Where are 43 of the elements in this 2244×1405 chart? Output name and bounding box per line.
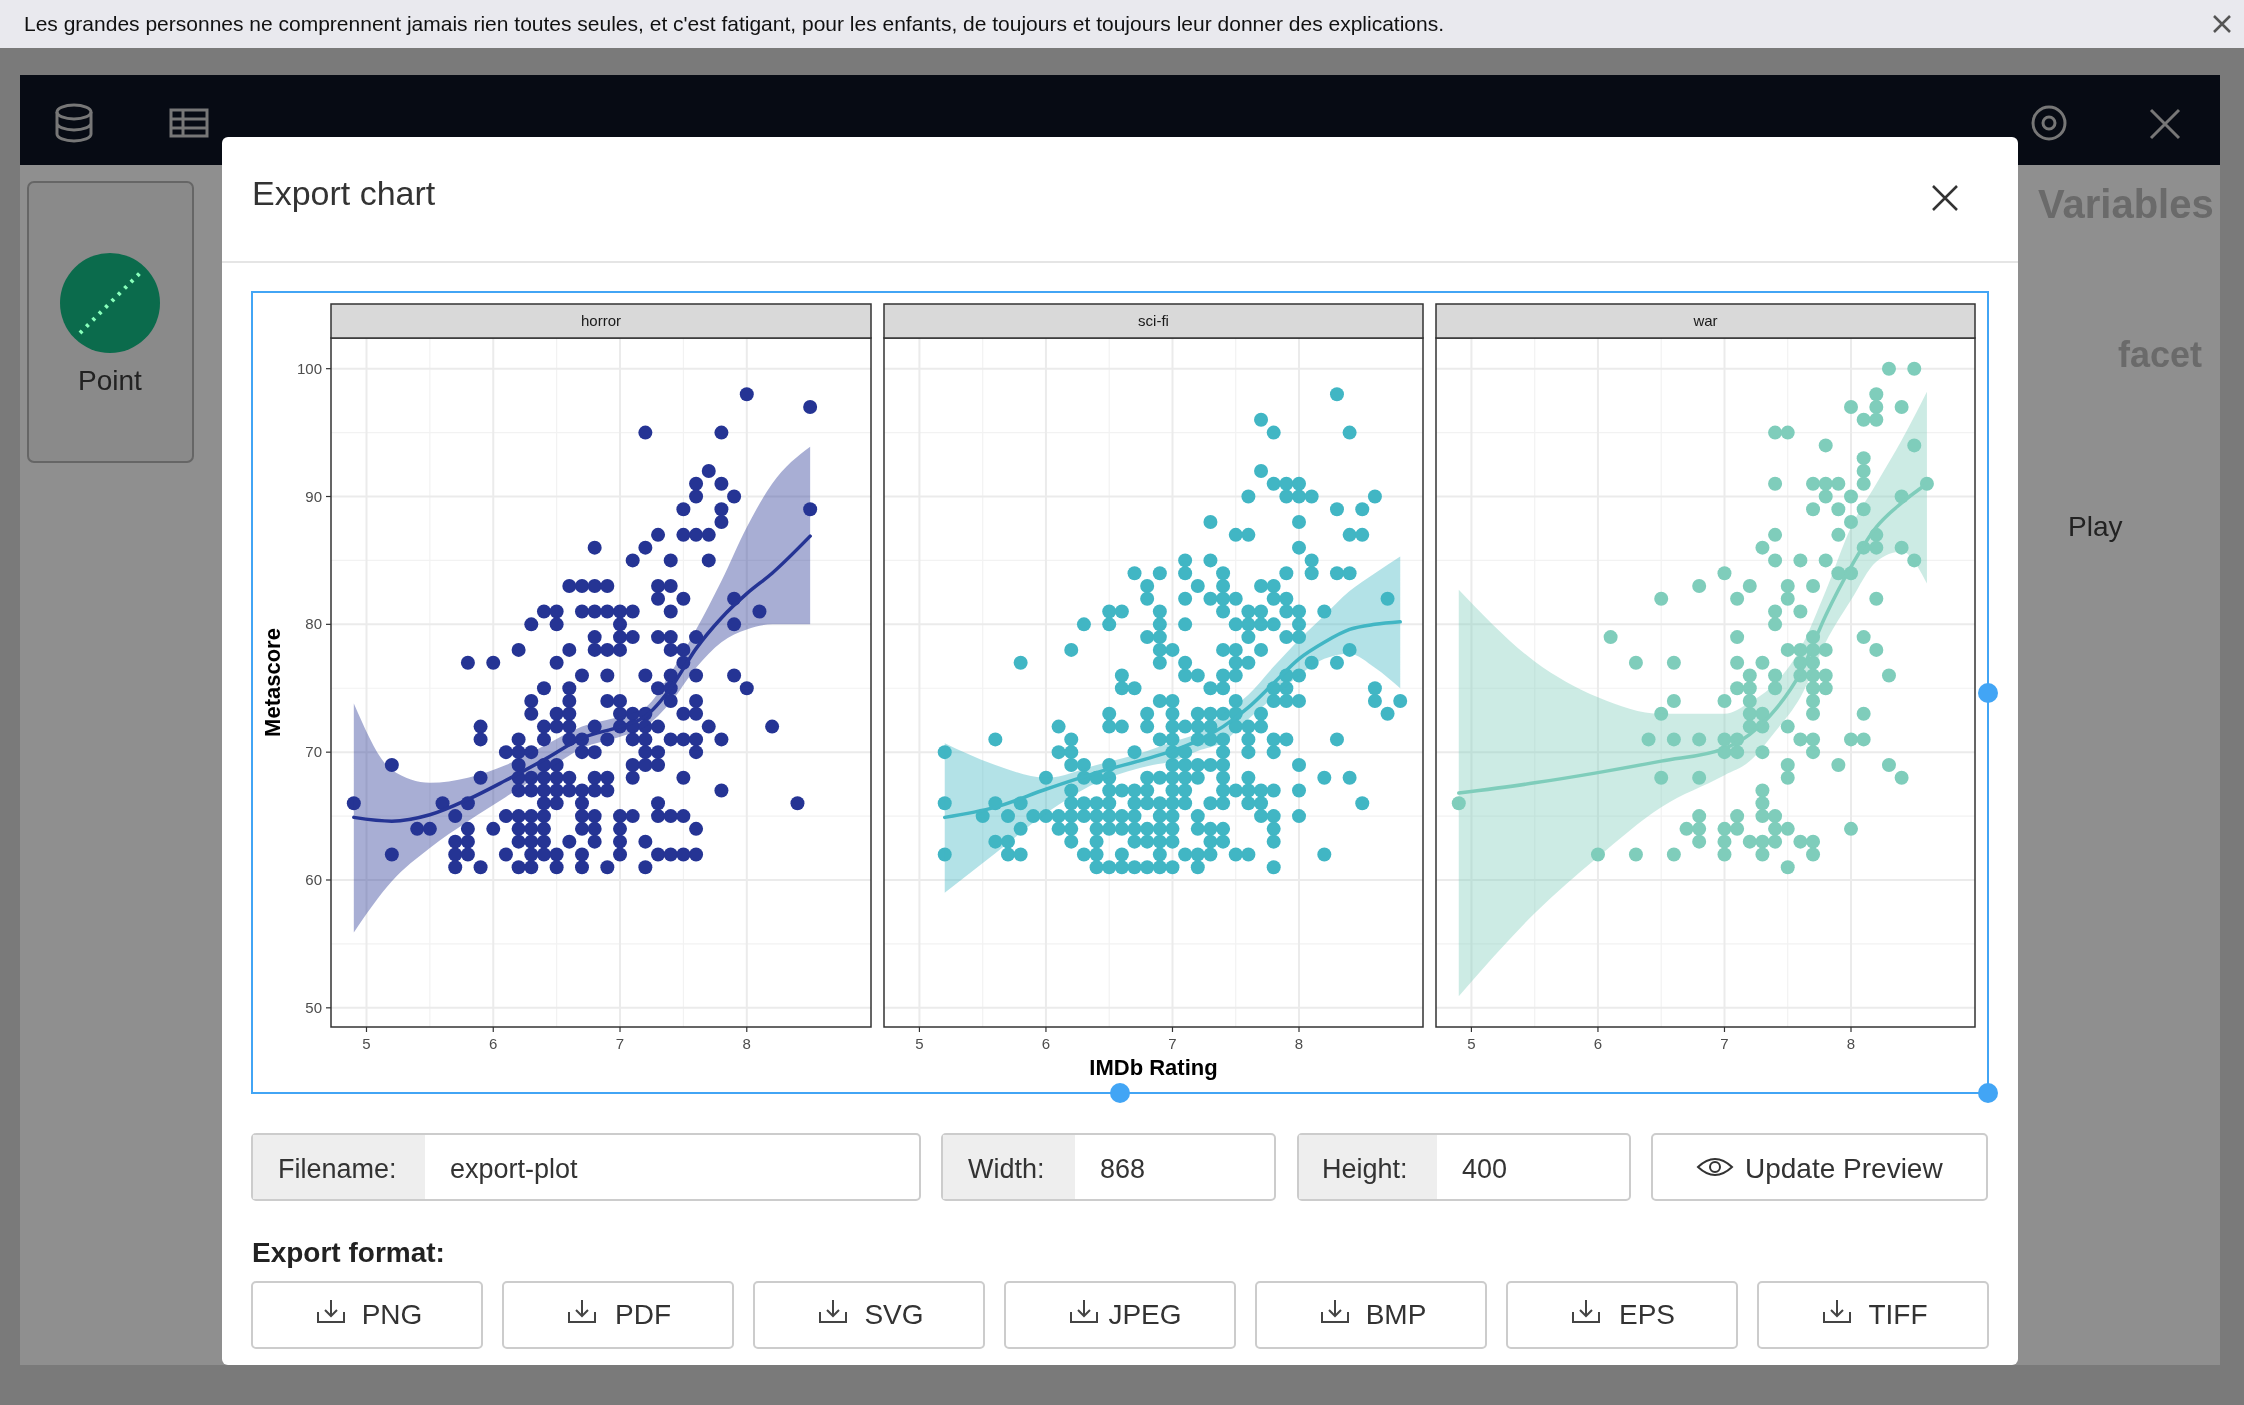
x-tick-label: 8 [1846,1035,1856,1052]
line-series [352,534,812,823]
text: TIFF [1868,1299,1928,1330]
text: export-plot [450,1154,579,1184]
text: Width: [968,1154,1045,1184]
x-tick-label: 6 [1593,1035,1603,1052]
x-tick-label: 8 [1294,1035,1304,1052]
y-tick-label: 80 [305,615,322,633]
x-tick-label: 6 [489,1035,498,1052]
text: Play [2068,511,2123,542]
y-tick-label: 50 [305,998,322,1016]
y-tick-label: 100 [296,359,322,377]
text: Height: [1322,1154,1408,1184]
chart-title: sci-fi [1138,312,1169,329]
text: PNG [361,1299,423,1330]
x-tick-label: 8 [742,1035,751,1052]
chart-title: horror [580,312,622,329]
y-tick-label: 90 [305,487,322,505]
x-tick-label: 7 [1168,1035,1177,1052]
text: PDF [615,1299,671,1330]
text: BMP [1365,1299,1427,1330]
y-tick-label: 60 [305,871,322,888]
x-tick-label: 5 [362,1035,371,1052]
text: 868 [1100,1154,1146,1184]
text: Export format: [252,1237,445,1268]
chart-title: war [1692,312,1718,329]
text: Les grandes personnes ne comprennent jamais rien toutes seules, et c'est fatigant, pour les enfants, de toujours et toujours leur donner des explications. [24,12,1445,35]
x-tick-label: 5 [915,1035,924,1052]
x-tick-label: 7 [1720,1035,1729,1052]
text: EPS [1618,1299,1676,1330]
x-tick-label: 5 [1467,1035,1476,1052]
x-tick-label: 6 [1041,1035,1051,1052]
text: 400 [1462,1154,1508,1184]
text: SVG [864,1299,924,1330]
text: JPEG [1108,1299,1182,1330]
y-axis-title: Metascore [260,628,285,737]
x-axis-title: IMDb Rating [1089,1055,1218,1080]
text: Export chart [252,174,436,212]
y-tick-label: 70 [305,743,322,761]
text: Filename: [278,1154,397,1184]
x-tick-label: 7 [615,1035,625,1052]
text: Point [78,365,143,396]
text: Update Preview [1745,1153,1944,1184]
